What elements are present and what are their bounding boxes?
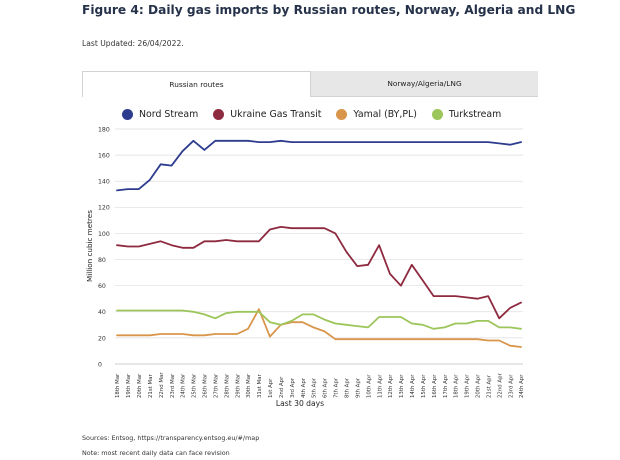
last-updated-text: Last Updated: 26/04/2022.: [82, 39, 184, 48]
x-tick-label: 31st Mar: [257, 374, 263, 398]
sources-text: Sources: Entsog, https://transparency.en…: [82, 434, 260, 442]
x-tick-label: 1st Apr: [268, 378, 274, 398]
x-tick-label: 23rd Apr: [508, 374, 514, 398]
legend-item-turkstream[interactable]: Turkstream: [431, 109, 502, 120]
legend-dot-yamal: [336, 109, 348, 120]
revision-note: Note: most recent daily data can face re…: [82, 449, 230, 457]
y-axis-title: Million cubic metres: [85, 210, 94, 282]
legend-dot-ukraine-gas-transit: [213, 109, 225, 120]
x-tick-label: 19th Apr: [465, 374, 471, 398]
x-tick-label: 10th Apr: [366, 374, 372, 398]
series-line-turkstream: [116, 309, 522, 330]
x-tick-label: 13th Apr: [399, 374, 405, 398]
x-tick-label: 26th Mar: [203, 373, 209, 398]
x-tick-label: 8th Apr: [344, 377, 350, 398]
legend-item-ukraine-gas-transit[interactable]: Ukraine Gas Transit: [213, 109, 321, 120]
y-tick-label: 160: [98, 153, 110, 160]
y-tick-label: 180: [98, 126, 110, 133]
y-tick-label: 20: [98, 335, 106, 342]
tab-bar: Russian routes Norway/Algeria/LNG: [82, 71, 538, 97]
legend-item-nord-stream[interactable]: Nord Stream: [122, 109, 198, 120]
x-tick-label: 11th Apr: [377, 374, 383, 398]
x-tick-label: 22nd Mar: [159, 372, 165, 398]
y-tick-label: 60: [98, 283, 106, 290]
x-tick-label: 20th Apr: [476, 374, 482, 398]
legend-dot-turkstream: [431, 109, 443, 120]
y-tick-label: 0: [98, 361, 102, 368]
x-tick-label: 14th Apr: [410, 374, 416, 398]
x-tick-label: 12th Apr: [388, 374, 394, 398]
x-tick-label: 19th Mar: [126, 373, 132, 398]
x-tick-label: 25th Mar: [192, 373, 198, 398]
x-tick-label: 7th Apr: [334, 377, 340, 398]
x-tick-label: 22nd Apr: [497, 372, 503, 398]
legend-dot-nord-stream: [122, 109, 133, 120]
legend-item-yamal[interactable]: Yamal (BY,PL): [336, 109, 417, 120]
y-tick-label: 40: [98, 309, 106, 316]
series-line-yamal-by-pl: [116, 308, 522, 348]
y-tick-label: 80: [98, 257, 106, 264]
x-tick-label: 3rd Apr: [290, 377, 296, 398]
x-tick-label: 29th Mar: [235, 373, 241, 398]
x-tick-label: 27th Mar: [213, 373, 219, 398]
page-title: Figure 4: Daily gas imports by Russian r…: [82, 3, 576, 17]
x-tick-label: 24th Apr: [519, 374, 525, 398]
series-line-nord-stream: [116, 139, 522, 192]
tab-norway-algeria-lng[interactable]: Norway/Algeria/LNG: [311, 71, 538, 97]
x-tick-label: 4th Apr: [301, 377, 307, 398]
y-tick-label: 100: [98, 231, 110, 238]
x-tick-label: 9th Apr: [355, 377, 361, 398]
x-tick-label: 18th Mar: [115, 373, 121, 398]
x-tick-label: 23rd Mar: [170, 373, 176, 398]
y-tick-label: 140: [98, 179, 110, 186]
series-line-ukraine-gas-transit: [116, 225, 522, 320]
legend-label-turkstream: Turkstream: [448, 109, 502, 120]
x-axis-title: Last 30 days: [276, 399, 324, 408]
x-tick-label: 5th Apr: [312, 377, 318, 398]
x-tick-label: 2nd Apr: [279, 376, 285, 398]
x-tick-label: 16th Apr: [432, 374, 438, 398]
chart-legend: Nord Stream Ukraine Gas Transit Yamal (B…: [122, 109, 516, 120]
x-tick-label: 18th Apr: [454, 374, 460, 398]
x-tick-label: 28th Mar: [224, 373, 230, 398]
legend-label-nord-stream: Nord Stream: [139, 109, 199, 120]
x-tick-label: 30th Mar: [246, 373, 252, 398]
x-tick-label: 20th Mar: [137, 373, 143, 398]
y-tick-label: 120: [98, 205, 110, 212]
x-tick-label: 21st Apr: [486, 374, 492, 398]
x-tick-label: 21st Mar: [148, 374, 154, 398]
x-tick-label: 15th Apr: [421, 374, 427, 398]
x-tick-label: 6th Apr: [323, 377, 329, 398]
legend-label-ukraine-gas-transit: Ukraine Gas Transit: [230, 109, 322, 120]
legend-label-yamal: Yamal (BY,PL): [353, 109, 417, 120]
x-tick-label: 24th Mar: [181, 373, 187, 398]
x-tick-label: 17th Apr: [443, 374, 449, 398]
tab-russian-routes[interactable]: Russian routes: [82, 71, 311, 97]
